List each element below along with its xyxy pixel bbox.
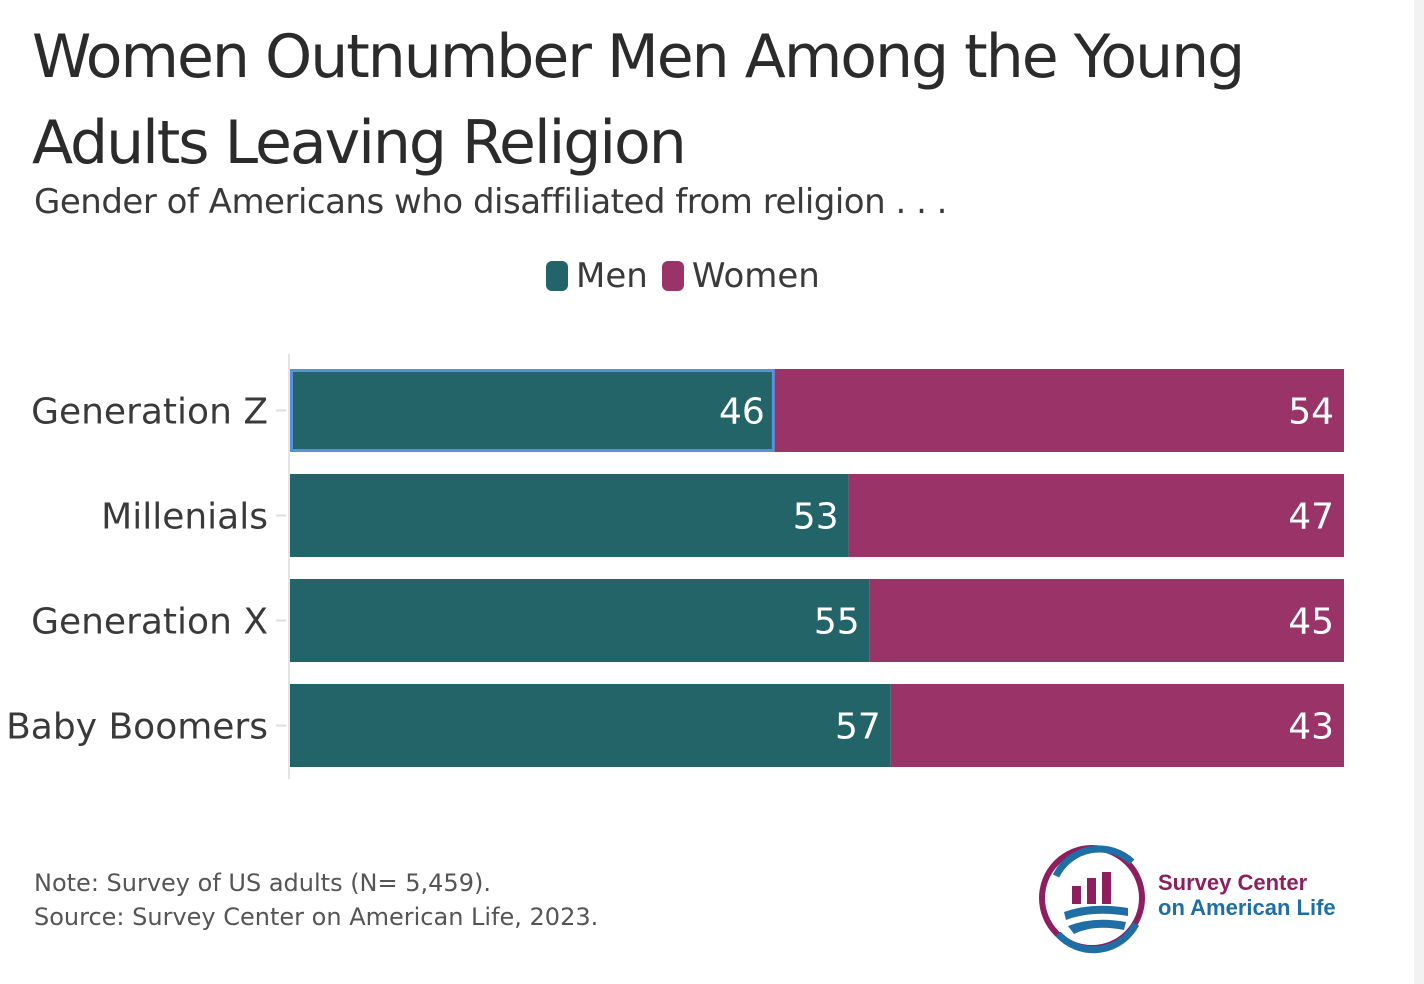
- legend-label-women: Women: [691, 256, 820, 296]
- data-label-men: 46: [719, 392, 765, 433]
- source-text: Source: Survey Center on American Life, …: [34, 903, 599, 931]
- data-label-men: 55: [814, 602, 860, 643]
- bar-women[interactable]: [869, 579, 1344, 662]
- data-label-women: 45: [1288, 602, 1334, 643]
- note-text: Note: Survey of US adults (N= 5,459).: [34, 869, 491, 897]
- logo-text: Survey Center on American Life: [1158, 870, 1336, 920]
- logo-line-1: Survey Center: [1158, 870, 1308, 895]
- logo-line-2: on American Life: [1158, 895, 1336, 920]
- legend-swatch-men: [546, 261, 568, 291]
- stacked-bar-chart: Generation Z 46 54 Millenials 53 47 Generation…: [6, 354, 1344, 779]
- bar-women[interactable]: [848, 474, 1344, 557]
- category-label: Generation X: [31, 602, 268, 643]
- data-label-men: 57: [835, 707, 881, 748]
- data-label-women: 54: [1288, 392, 1334, 433]
- bar-men[interactable]: [290, 684, 891, 767]
- survey-center-logo-icon: [1039, 845, 1145, 954]
- data-label-women: 47: [1288, 497, 1334, 538]
- category-label: Generation Z: [31, 392, 268, 433]
- bar-men[interactable]: [290, 474, 849, 557]
- data-label-women: 43: [1288, 707, 1334, 748]
- data-label-men: 53: [793, 497, 839, 538]
- bar-men[interactable]: [290, 579, 870, 662]
- category-label: Millenials: [101, 497, 268, 538]
- bar-women[interactable]: [774, 369, 1344, 452]
- chart-subtitle: Gender of Americans who disaffiliated fr…: [34, 182, 948, 222]
- legend-swatch-women: [661, 261, 684, 291]
- chart-footnote: Note: Survey of US adults (N= 5,459). So…: [34, 866, 598, 934]
- bar-women[interactable]: [890, 684, 1344, 767]
- bar-men[interactable]: [290, 369, 775, 452]
- legend-label-men: Men: [576, 256, 648, 296]
- selected-bar-outline: [290, 369, 775, 452]
- window-edge: [1414, 0, 1424, 984]
- category-label: Baby Boomers: [6, 707, 268, 748]
- legend-item-men[interactable]: Men: [546, 256, 648, 296]
- legend-item-women[interactable]: Women: [661, 256, 820, 296]
- legend: Men Women: [546, 256, 834, 296]
- chart-title: Women Outnumber Men Among the Young Adul…: [32, 22, 1245, 178]
